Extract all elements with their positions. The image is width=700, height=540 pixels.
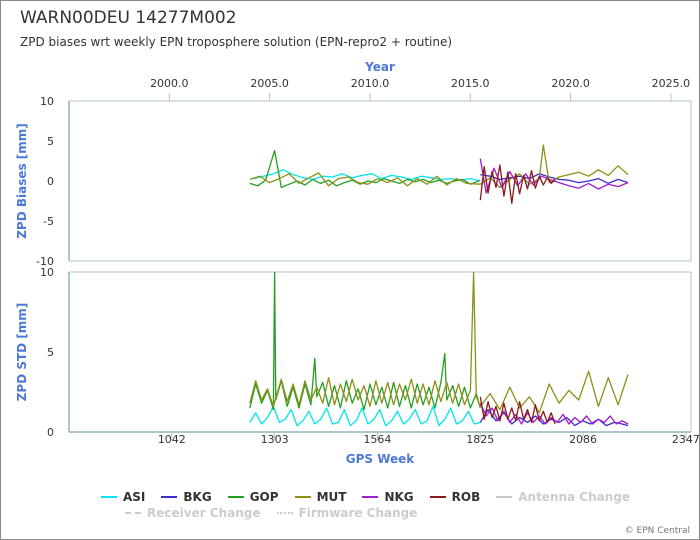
legend-swatch bbox=[362, 496, 379, 498]
gps-week-axis-title: GPS Week bbox=[346, 452, 416, 466]
legend-item-nkg[interactable]: NKG bbox=[362, 490, 414, 504]
legend-item-firmware-change[interactable]: Firmware Change bbox=[276, 506, 418, 520]
gps-week-tick-label: 1303 bbox=[261, 433, 289, 446]
chart-svg: 2000.0 2005.0 2010.0 2015.0 2020.0 2025.0 Year… bbox=[15, 60, 699, 466]
std-series-asi bbox=[249, 405, 481, 427]
gps-week-tick-label: 2347 bbox=[672, 433, 699, 446]
bias-series-nkg bbox=[479, 158, 629, 194]
gps-week-tick-label: 1825 bbox=[466, 433, 494, 446]
bias-series-asi bbox=[253, 169, 481, 182]
bias-y-axis-title: ZPD Biases [mm] bbox=[15, 123, 29, 239]
legend-swatch bbox=[101, 496, 117, 498]
std-series-rob bbox=[479, 396, 556, 425]
std-y-tick-label: 10 bbox=[40, 266, 54, 279]
std-y-axis-title: ZPD STD [mm] bbox=[15, 303, 29, 402]
gps-week-tick-label: 1042 bbox=[158, 433, 186, 446]
legend-swatch bbox=[227, 496, 244, 498]
legend-item-receiver-change[interactable]: Receiver Change bbox=[125, 506, 261, 520]
legend-label: NKG bbox=[384, 490, 414, 504]
bias-series-bkg bbox=[480, 173, 629, 185]
bias-y-tick-label: -5 bbox=[43, 215, 54, 228]
legend-swatch bbox=[276, 512, 293, 514]
legend-label: Receiver Change bbox=[147, 506, 261, 520]
legend-item-gop[interactable]: GOP bbox=[227, 490, 279, 504]
bias-series-mut bbox=[249, 144, 629, 189]
bias-y-tick-label: 5 bbox=[47, 135, 54, 148]
legend-label: MUT bbox=[316, 490, 347, 504]
bias-y-tick-label: 0 bbox=[47, 175, 54, 188]
legend-swatch bbox=[294, 496, 311, 498]
bias-series-gop bbox=[249, 149, 481, 189]
legend-label: ASI bbox=[123, 490, 146, 504]
legend-item-antenna-change[interactable]: Antenna Change bbox=[496, 490, 630, 504]
legend-swatch bbox=[496, 496, 513, 498]
legend-swatch bbox=[125, 512, 141, 514]
bias-series-group bbox=[249, 144, 629, 205]
bias-y-tick-label: 10 bbox=[40, 95, 54, 108]
year-tick-label: 2015.0 bbox=[451, 77, 490, 90]
legend-swatch bbox=[161, 496, 178, 498]
legend-item-bkg[interactable]: BKG bbox=[161, 490, 212, 504]
chart-subtitle: ZPD biases wrt weekly EPN troposphere so… bbox=[20, 35, 453, 49]
chart-title: WARN00DEU 14277M002 bbox=[20, 8, 237, 28]
year-axis: 2000.0 2005.0 2010.0 2015.0 2020.0 2025.0 Year bbox=[150, 60, 690, 101]
legend-swatch bbox=[429, 496, 446, 498]
year-axis-title: Year bbox=[364, 60, 395, 74]
std-y-tick-label: 5 bbox=[47, 346, 54, 359]
std-series-mut bbox=[249, 272, 629, 414]
legend-label: ROB bbox=[451, 490, 481, 504]
legend-label: Firmware Change bbox=[298, 506, 418, 520]
year-tick-label: 2020.0 bbox=[551, 77, 590, 90]
bias-panel: 10 5 0 -5 -10 ZPD Biases [mm] bbox=[15, 95, 692, 268]
legend-item-rob[interactable]: ROB bbox=[429, 490, 481, 504]
credits: © EPN Central bbox=[624, 526, 690, 536]
bias-y-tick-label: -10 bbox=[36, 255, 54, 268]
gps-week-tick-label: 2086 bbox=[569, 433, 597, 446]
legend-label: Antenna Change bbox=[518, 490, 631, 504]
bias-series-rob bbox=[479, 164, 556, 205]
year-tick-label: 2010.0 bbox=[351, 77, 390, 90]
year-tick-label: 2025.0 bbox=[652, 77, 691, 90]
year-tick-label: 2005.0 bbox=[250, 77, 289, 90]
gps-week-tick-label: 1564 bbox=[363, 433, 391, 446]
gps-week-axis: 1042 1303 1564 1825 2086 2347 GPS Week bbox=[69, 431, 699, 466]
std-series-group bbox=[249, 272, 629, 427]
std-panel: 10 5 0 ZPD STD [mm] bbox=[15, 266, 692, 439]
year-tick-label: 2000.0 bbox=[150, 77, 189, 90]
legend: ASI BKG GOP MUT NKG ROB Antenna Change Receive… bbox=[101, 489, 699, 521]
legend-label: BKG bbox=[183, 490, 212, 504]
legend-item-mut[interactable]: MUT bbox=[294, 490, 347, 504]
legend-item-asi[interactable]: ASI bbox=[101, 490, 145, 504]
std-y-tick-label: 0 bbox=[47, 426, 54, 439]
legend-label: GOP bbox=[249, 490, 279, 504]
